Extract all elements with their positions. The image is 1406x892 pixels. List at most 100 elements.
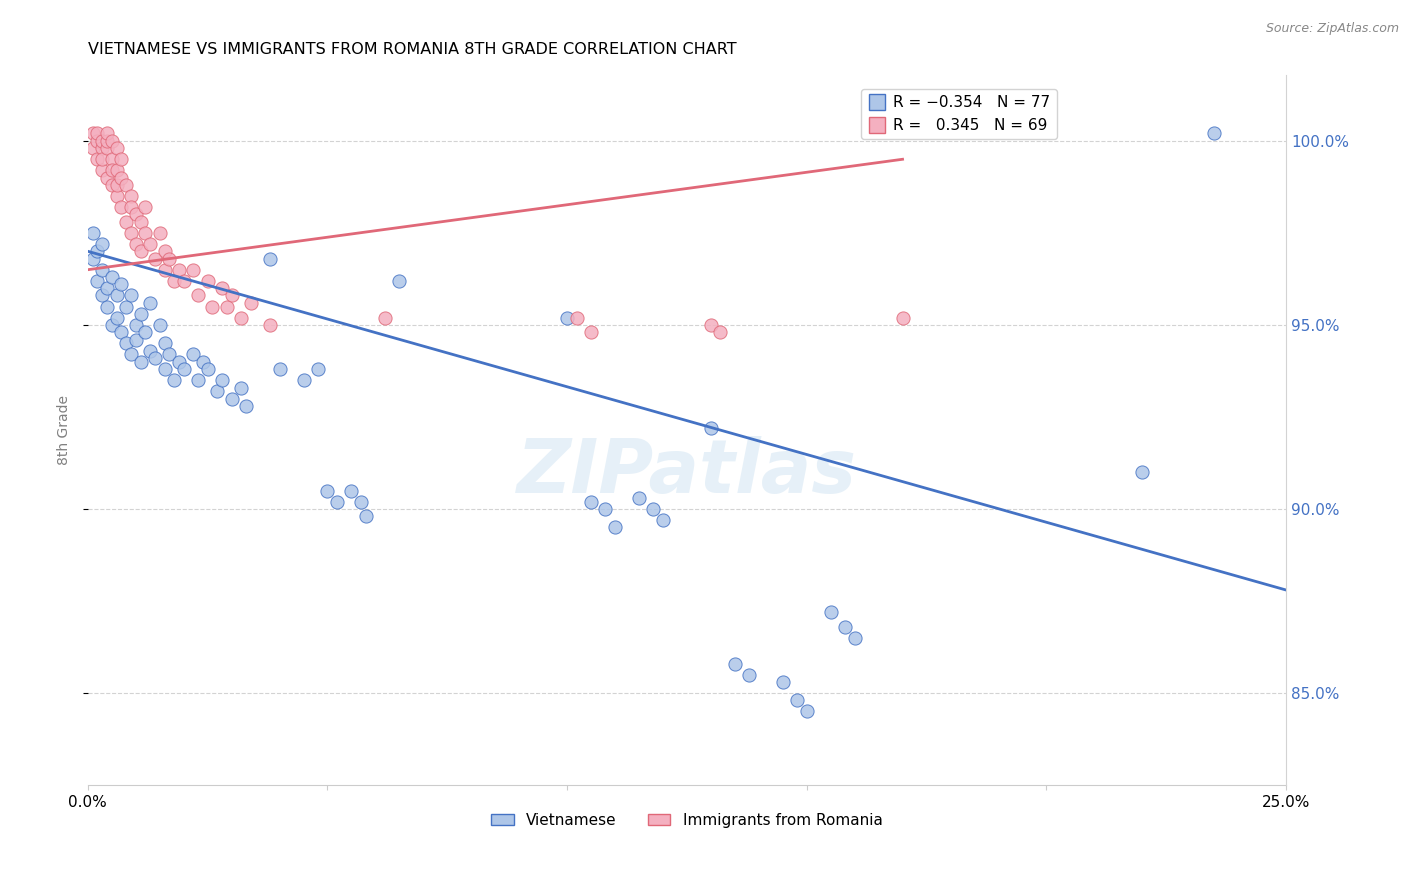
Point xyxy=(91,163,114,178)
Point xyxy=(120,189,142,203)
Point xyxy=(307,362,329,376)
Point xyxy=(143,351,166,365)
Point xyxy=(350,494,373,508)
Point xyxy=(643,502,665,516)
Point xyxy=(129,307,152,321)
Point xyxy=(105,163,128,178)
Point xyxy=(891,310,914,325)
Point xyxy=(110,200,132,214)
Point xyxy=(388,274,411,288)
Point xyxy=(125,236,148,251)
Point xyxy=(86,127,108,141)
Point xyxy=(354,509,377,524)
Point xyxy=(86,244,108,259)
Point xyxy=(115,178,138,192)
Point xyxy=(786,693,808,707)
Point xyxy=(110,170,132,185)
Point xyxy=(91,262,114,277)
Text: Source: ZipAtlas.com: Source: ZipAtlas.com xyxy=(1265,22,1399,36)
Point xyxy=(120,288,142,302)
Point xyxy=(292,373,315,387)
Point xyxy=(115,215,138,229)
Point xyxy=(173,274,195,288)
Point xyxy=(134,226,156,240)
Point xyxy=(187,373,209,387)
Point xyxy=(115,300,138,314)
Point xyxy=(844,631,866,645)
Point xyxy=(167,355,190,369)
Point xyxy=(143,252,166,266)
Point xyxy=(153,336,176,351)
Point xyxy=(91,134,114,148)
Point xyxy=(101,163,124,178)
Point xyxy=(627,491,650,505)
Point xyxy=(211,373,233,387)
Point xyxy=(215,300,238,314)
Point xyxy=(700,318,723,332)
Point xyxy=(110,277,132,292)
Point xyxy=(96,141,118,155)
Point xyxy=(101,153,124,167)
Point xyxy=(211,281,233,295)
Point xyxy=(96,281,118,295)
Point xyxy=(603,520,626,534)
Point xyxy=(96,127,118,141)
Point xyxy=(129,244,152,259)
Point xyxy=(134,326,156,340)
Point xyxy=(101,318,124,332)
Point xyxy=(163,274,186,288)
Point xyxy=(96,170,118,185)
Point xyxy=(120,347,142,361)
Point xyxy=(105,141,128,155)
Point xyxy=(105,310,128,325)
Point xyxy=(316,483,339,498)
Point xyxy=(105,178,128,192)
Point xyxy=(82,252,104,266)
Point xyxy=(86,153,108,167)
Point xyxy=(191,355,214,369)
Point xyxy=(709,326,731,340)
Point xyxy=(197,274,219,288)
Point xyxy=(82,141,104,155)
Point xyxy=(91,141,114,155)
Point xyxy=(181,262,204,277)
Point xyxy=(565,310,588,325)
Point xyxy=(125,318,148,332)
Point xyxy=(96,134,118,148)
Point xyxy=(259,318,281,332)
Point xyxy=(326,494,349,508)
Point xyxy=(149,226,172,240)
Point xyxy=(91,153,114,167)
Point xyxy=(86,134,108,148)
Point xyxy=(82,127,104,141)
Point xyxy=(110,326,132,340)
Point xyxy=(134,200,156,214)
Point xyxy=(91,236,114,251)
Point xyxy=(201,300,224,314)
Point xyxy=(374,310,396,325)
Point xyxy=(153,362,176,376)
Point xyxy=(82,226,104,240)
Point xyxy=(110,153,132,167)
Point xyxy=(125,333,148,347)
Point xyxy=(181,347,204,361)
Point xyxy=(231,380,253,394)
Point xyxy=(187,288,209,302)
Point xyxy=(221,392,243,406)
Text: ZIPatlas: ZIPatlas xyxy=(517,436,856,509)
Point xyxy=(834,620,856,634)
Point xyxy=(139,236,162,251)
Point xyxy=(555,310,578,325)
Point xyxy=(153,262,176,277)
Point xyxy=(259,252,281,266)
Point xyxy=(125,207,148,221)
Point xyxy=(129,215,152,229)
Point xyxy=(105,288,128,302)
Point xyxy=(120,226,142,240)
Point xyxy=(96,300,118,314)
Point xyxy=(173,362,195,376)
Y-axis label: 8th Grade: 8th Grade xyxy=(58,395,72,465)
Point xyxy=(153,244,176,259)
Point xyxy=(157,252,180,266)
Point xyxy=(772,675,794,690)
